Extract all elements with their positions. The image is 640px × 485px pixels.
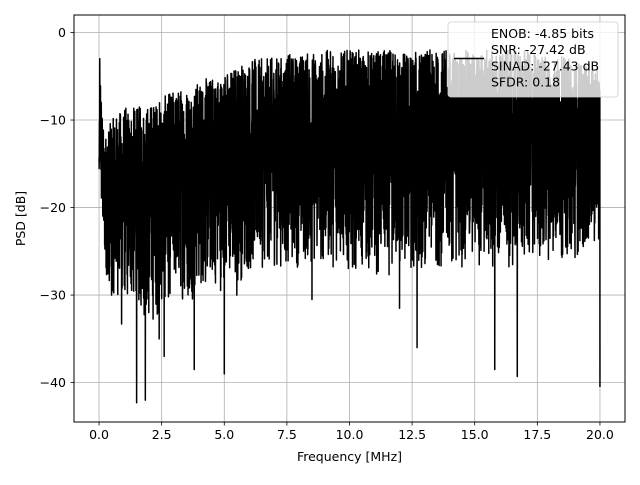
legend-label: ENOB: -4.85 bits SNR: -27.42 dB SINAD: -27… [491,26,599,90]
x-tick-label-5: 12.5 [398,427,426,442]
data-layer [98,49,601,404]
legend-line-2: SINAD: -27.43 dB [491,58,599,73]
ticks-layer: 0.0 2.5 5.0 7.5 10.0 12.5 15.0 17.5 20.0 0 −10 −20 −… [40,25,614,442]
x-axis-label: Frequency [MHz] [297,449,402,464]
legend-line-0: ENOB: -4.85 bits [491,26,594,41]
y-tick-label-1: −10 [40,113,66,128]
x-tick-label-0: 0.0 [89,427,109,442]
x-tick-label-1: 2.5 [152,427,172,442]
psd-series-line [98,49,601,404]
y-tick-label-4: −40 [40,375,66,390]
x-tick-label-3: 7.5 [277,427,297,442]
y-tick-label-3: −30 [40,288,66,303]
x-tick-label-4: 10.0 [336,427,364,442]
x-tick-label-8: 20.0 [586,427,614,442]
y-tick-label-2: −20 [40,200,66,215]
x-tick-label-6: 15.0 [461,427,489,442]
y-axis-label: PSD [dB] [13,191,28,246]
axes-frame [73,14,626,423]
x-tick-label-2: 5.0 [214,427,234,442]
legend-box [447,21,619,98]
y-tick-label-0: 0 [58,25,66,40]
legend: ENOB: -4.85 bits SNR: -27.42 dB SINAD: -27… [447,21,619,98]
x-tick-label-7: 17.5 [523,427,551,442]
legend-line-1: SNR: -27.42 dB [491,42,586,57]
legend-line-3: SFDR: 0.18 [491,75,560,90]
